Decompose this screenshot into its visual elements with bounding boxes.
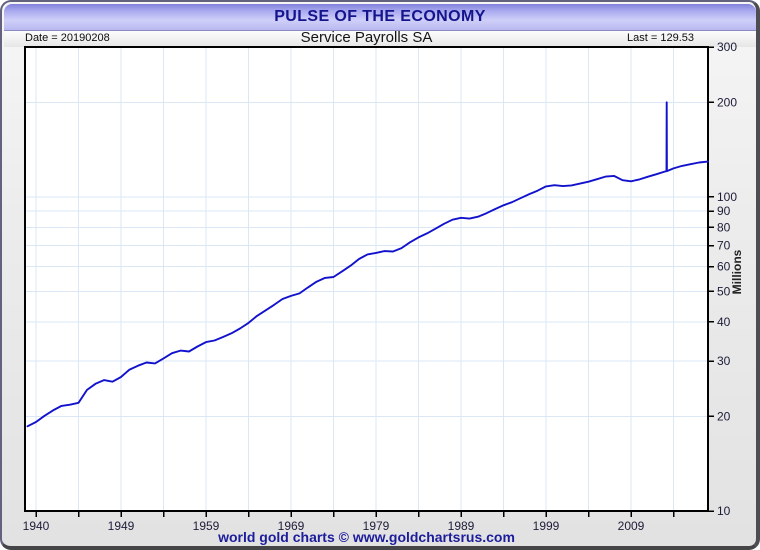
x-tick-label: 1959 <box>193 519 220 533</box>
subheader-strip: Date = 20190208 Service Payrolls SA Last… <box>4 29 756 47</box>
chart-title: Service Payrolls SA <box>300 29 433 46</box>
y-tick-label: 20 <box>717 409 731 423</box>
x-tick-label: 2009 <box>618 519 645 533</box>
x-tick-label: 1940 <box>23 519 50 533</box>
x-tick-label: 1989 <box>448 519 475 533</box>
y-tick-label: 50 <box>717 284 731 298</box>
y-tick-label: 60 <box>717 260 731 274</box>
window-title: PULSE OF THE ECONOMY <box>274 8 486 25</box>
y-tick-label: 10 <box>717 504 731 518</box>
x-tick-label: 1969 <box>278 519 305 533</box>
x-tick-label: 1999 <box>533 519 560 533</box>
last-value-label: Last = 129.53 <box>627 32 694 44</box>
titlebar: PULSE OF THE ECONOMY <box>4 4 756 31</box>
plot-border <box>24 46 709 512</box>
y-tick-label: 40 <box>717 315 731 329</box>
y-tick-label: 80 <box>717 220 731 234</box>
y-tick-label: 90 <box>717 204 731 218</box>
y-tick-label: 200 <box>717 95 737 109</box>
y-tick-label: 300 <box>717 40 737 54</box>
x-tick-label: 1949 <box>108 519 135 533</box>
plot-background <box>25 47 708 511</box>
series-line <box>26 101 709 428</box>
y-tick-label: 70 <box>717 239 731 253</box>
date-label: Date = 20190208 <box>25 32 110 44</box>
y-tick-label: 100 <box>717 190 737 204</box>
y-tick-label: 30 <box>717 354 731 368</box>
y-axis-title: Millions <box>730 249 744 294</box>
x-tick-label: 1979 <box>363 519 390 533</box>
credit-text: world gold charts © www.goldchartsrus.co… <box>218 529 515 545</box>
